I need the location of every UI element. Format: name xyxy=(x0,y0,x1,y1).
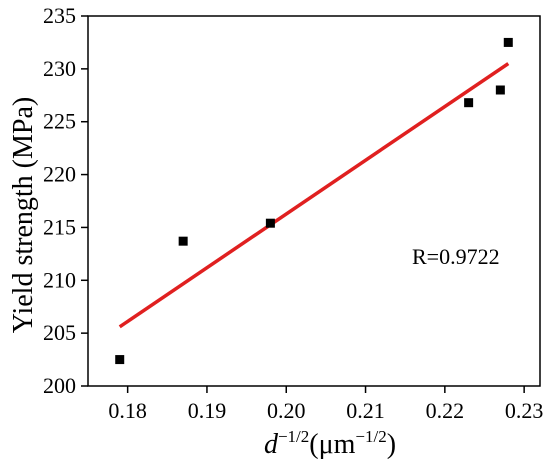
x-tick-label: 0.20 xyxy=(267,398,306,423)
x-axis-title: d−1/2(μm−1/2) xyxy=(264,427,396,460)
y-tick-label: 235 xyxy=(43,3,76,28)
plot-frame xyxy=(87,15,541,387)
data-point xyxy=(265,218,275,228)
x-tick-label: 0.22 xyxy=(426,398,465,423)
y-tick-label: 210 xyxy=(43,267,76,292)
correlation-annotation: R=0.9722 xyxy=(412,244,500,269)
x-axis-ticks: 0.18 0.19 0.20 0.21 0.22 0.23 xyxy=(108,386,543,423)
data-point xyxy=(495,85,505,95)
data-point xyxy=(178,236,188,246)
x-tick-label: 0.21 xyxy=(346,398,385,423)
fit-line-layer xyxy=(118,62,510,329)
x-title-unit-close: ) xyxy=(387,429,396,460)
y-axis-title: Yield strength (MPa) xyxy=(8,97,39,333)
data-point xyxy=(464,98,474,108)
x-tick-label: 0.19 xyxy=(188,398,227,423)
x-tick-label: 0.18 xyxy=(108,398,147,423)
y-tick-label: 225 xyxy=(43,109,76,134)
x-title-unit-open: (μm xyxy=(309,429,355,460)
x-title-base-superscript: −1/2 xyxy=(278,427,309,446)
linear-fit-line xyxy=(118,62,510,329)
y-tick-label: 200 xyxy=(43,373,76,398)
y-tick-label: 215 xyxy=(43,214,76,239)
y-tick-label: 230 xyxy=(43,56,76,81)
x-tick-label: 0.23 xyxy=(505,398,544,423)
y-tick-label: 205 xyxy=(43,320,76,345)
data-point xyxy=(115,355,125,365)
y-axis-ticks: 200 205 210 215 220 225 230 235 xyxy=(43,3,88,398)
y-tick-label: 220 xyxy=(43,162,76,187)
x-title-unit-superscript: −1/2 xyxy=(355,427,386,446)
x-title-base: d xyxy=(264,429,279,460)
data-points-layer xyxy=(115,37,513,365)
data-point xyxy=(503,37,513,47)
